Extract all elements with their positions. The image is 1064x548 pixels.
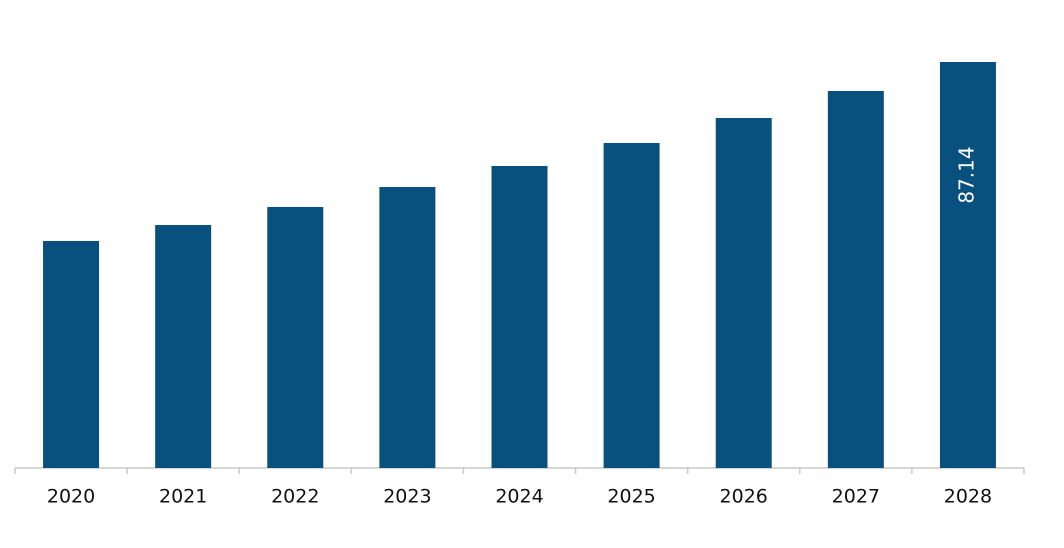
x-tick-label: 2023 bbox=[383, 486, 431, 508]
value-label: 87.14 bbox=[954, 146, 978, 203]
x-tick-label: 2020 bbox=[47, 486, 95, 508]
bar bbox=[715, 118, 772, 469]
x-tick-label: 2028 bbox=[944, 486, 992, 508]
x-tick-label: 2025 bbox=[607, 486, 655, 508]
bar bbox=[939, 62, 996, 468]
x-tick-label: 2022 bbox=[271, 486, 319, 508]
bar bbox=[827, 90, 884, 468]
bar bbox=[603, 143, 660, 468]
x-tick-label: 2024 bbox=[495, 486, 543, 508]
x-tick-label: 2027 bbox=[832, 486, 880, 508]
bar bbox=[43, 241, 100, 468]
x-tick-label: 2026 bbox=[720, 486, 768, 508]
bar bbox=[155, 225, 212, 468]
bar bbox=[379, 187, 436, 469]
bar bbox=[267, 206, 324, 468]
x-tick-label: 2021 bbox=[159, 486, 207, 508]
bar bbox=[491, 165, 548, 468]
